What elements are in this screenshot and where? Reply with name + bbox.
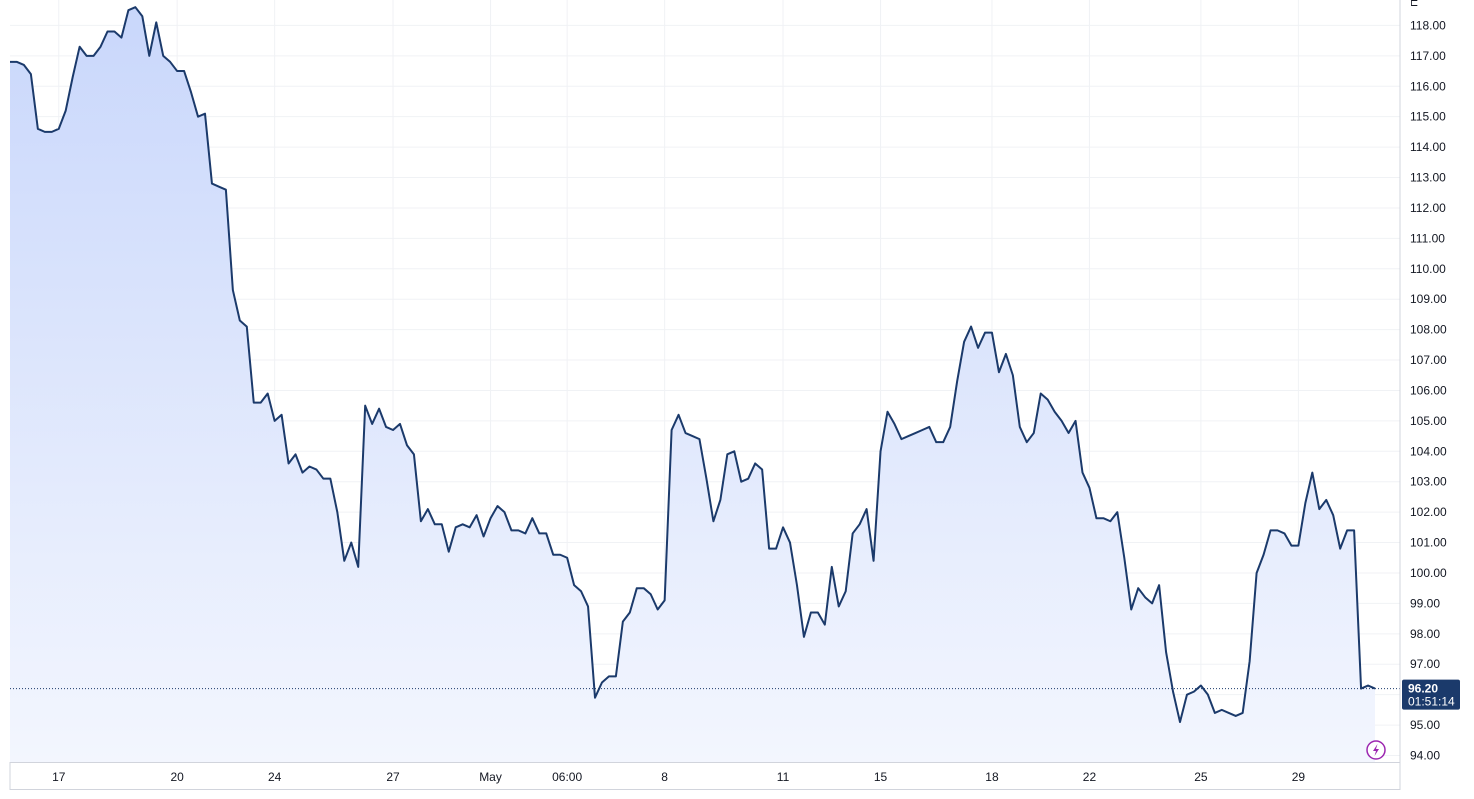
y-tick-label: 116.00 xyxy=(1410,79,1446,93)
axis-frame xyxy=(9,0,1401,790)
price-area-fill xyxy=(10,7,1375,763)
y-tick-label: 102.00 xyxy=(1410,505,1447,519)
x-tick-label: 24 xyxy=(268,770,282,784)
y-tick-label: 106.00 xyxy=(1410,383,1447,397)
y-tick-label: 109.00 xyxy=(1410,292,1447,306)
y-tick-label: 110.00 xyxy=(1410,262,1446,276)
x-tick-label: May xyxy=(479,770,502,784)
x-tick-label: 06:00 xyxy=(552,770,582,784)
y-tick-label: 97.00 xyxy=(1410,657,1440,671)
x-tick-label: 17 xyxy=(52,770,66,784)
y-tick-label: 101.00 xyxy=(1410,536,1447,550)
last-price-badge-bg xyxy=(1402,679,1460,710)
y-tick-label: 111.00 xyxy=(1410,231,1445,245)
y-tick-label: 107.00 xyxy=(1410,353,1447,367)
x-tick-label: 11 xyxy=(777,770,790,784)
y-tick-label: 98.00 xyxy=(1410,627,1440,641)
x-tick-label: 8 xyxy=(661,770,668,784)
y-axis[interactable]: 94.0095.0096.0097.0098.0099.00100.00101.… xyxy=(1410,18,1447,762)
y-tick-label: 94.00 xyxy=(1410,749,1440,763)
y-tick-label: 99.00 xyxy=(1410,596,1440,610)
x-tick-label: 29 xyxy=(1292,770,1306,784)
price-series-line[interactable] xyxy=(10,6,1376,724)
y-tick-label: 118.00 xyxy=(1410,18,1446,32)
y-tick-label: 95.00 xyxy=(1410,718,1440,732)
x-tick-label: 22 xyxy=(1083,770,1097,784)
y-tick-label: 100.00 xyxy=(1410,566,1447,580)
y-tick-label: 112.00 xyxy=(1410,201,1446,215)
y-tick-label: 105.00 xyxy=(1410,414,1447,428)
y-tick-label: 115.00 xyxy=(1410,110,1446,124)
x-tick-label: 20 xyxy=(170,770,184,784)
y-tick-label: 114.00 xyxy=(1410,140,1446,154)
x-axis[interactable]: 17 20 24 27 May 06:00 8 11 15 18 22 25 29 xyxy=(52,770,1305,784)
axis-corner-icon: ⊏ xyxy=(1410,0,1418,9)
x-tick-label: 25 xyxy=(1194,770,1208,784)
lightning-bolt-icon[interactable] xyxy=(1366,740,1386,760)
last-price-badge: 96.20 01:51:14 xyxy=(1402,679,1460,710)
x-tick-label: 15 xyxy=(874,770,888,784)
x-tick-label: 27 xyxy=(386,770,400,784)
y-tick-label: 104.00 xyxy=(1410,444,1447,458)
lightning-bolt-icon-glyph xyxy=(1373,744,1379,756)
countdown-label: 01:51:14 xyxy=(1408,695,1455,709)
last-price-label: 96.20 xyxy=(1408,682,1438,696)
y-tick-label: 108.00 xyxy=(1410,323,1447,337)
y-tick-label: 113.00 xyxy=(1410,171,1446,185)
y-tick-label: 103.00 xyxy=(1410,475,1447,489)
y-tick-label: 117.00 xyxy=(1410,49,1446,63)
x-tick-label: 18 xyxy=(985,770,999,784)
